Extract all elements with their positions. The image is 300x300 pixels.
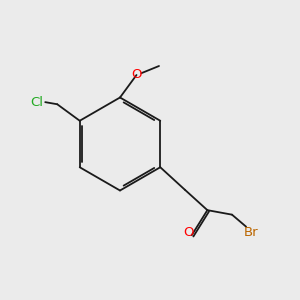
Text: O: O (184, 226, 194, 239)
Text: Br: Br (244, 226, 259, 238)
Text: Cl: Cl (31, 96, 44, 109)
Text: O: O (131, 68, 142, 82)
